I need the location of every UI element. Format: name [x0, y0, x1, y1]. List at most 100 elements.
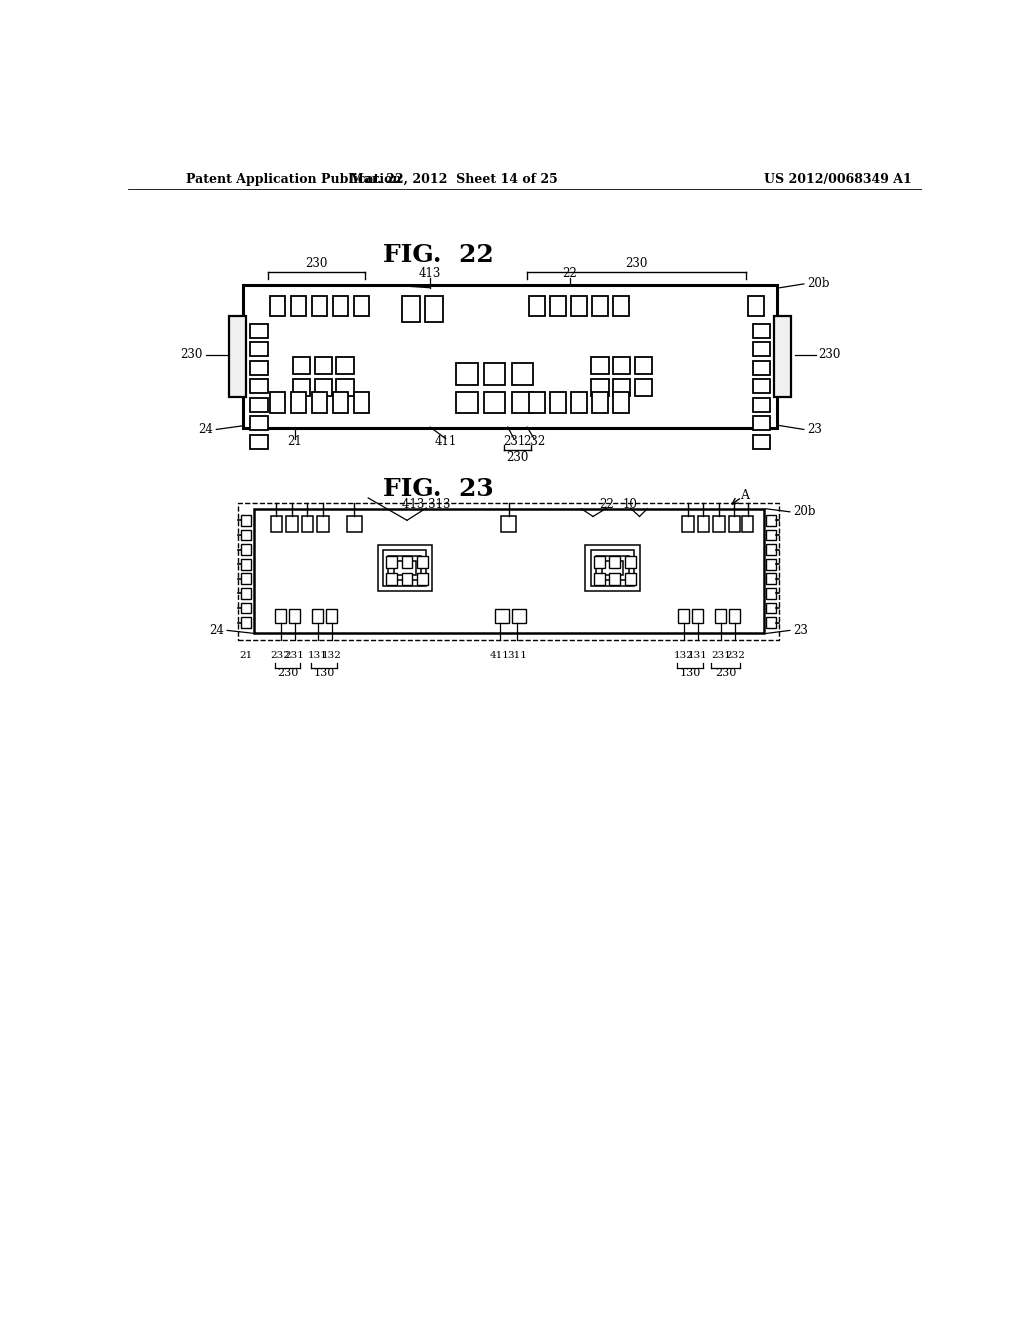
- Bar: [729, 516, 740, 532]
- Bar: [550, 296, 566, 317]
- Text: 20b: 20b: [807, 277, 829, 290]
- Bar: [275, 609, 286, 623]
- Text: 21: 21: [240, 651, 253, 660]
- Text: 230: 230: [626, 256, 648, 269]
- Bar: [550, 392, 566, 412]
- Bar: [766, 573, 776, 585]
- Bar: [383, 550, 426, 586]
- Bar: [753, 323, 770, 338]
- Bar: [241, 558, 251, 570]
- Text: 411: 411: [434, 436, 457, 449]
- Text: 130: 130: [313, 668, 335, 677]
- Text: 131: 131: [688, 651, 708, 660]
- Bar: [753, 416, 770, 430]
- Bar: [697, 516, 710, 532]
- Bar: [713, 516, 725, 532]
- Bar: [483, 363, 506, 385]
- Bar: [586, 545, 640, 591]
- Bar: [748, 296, 764, 317]
- Bar: [592, 379, 608, 396]
- Bar: [293, 356, 310, 374]
- Bar: [286, 516, 298, 532]
- Bar: [270, 392, 286, 412]
- Bar: [270, 296, 286, 317]
- Text: 413 313: 413 313: [402, 499, 451, 511]
- Bar: [302, 516, 313, 532]
- Text: 231: 231: [503, 436, 525, 449]
- Text: FIG.  22: FIG. 22: [383, 243, 494, 267]
- Bar: [333, 296, 348, 317]
- Bar: [594, 573, 604, 585]
- Bar: [592, 356, 608, 374]
- Bar: [592, 392, 607, 412]
- Bar: [596, 556, 629, 581]
- Bar: [251, 379, 267, 393]
- Text: 230: 230: [715, 668, 736, 677]
- Text: Patent Application Publication: Patent Application Publication: [186, 173, 401, 186]
- Bar: [635, 356, 652, 374]
- Bar: [613, 379, 630, 396]
- Text: 231: 231: [711, 651, 731, 660]
- Bar: [291, 296, 306, 317]
- Text: 132: 132: [322, 651, 342, 660]
- Bar: [766, 544, 776, 554]
- Bar: [241, 573, 251, 585]
- Bar: [592, 296, 607, 317]
- Bar: [401, 573, 413, 585]
- Text: US 2012/0068349 A1: US 2012/0068349 A1: [764, 173, 911, 186]
- Bar: [251, 397, 267, 412]
- Bar: [238, 503, 779, 640]
- Text: 232: 232: [270, 651, 291, 660]
- Bar: [753, 397, 770, 412]
- Text: 232: 232: [523, 436, 545, 449]
- Bar: [327, 609, 337, 623]
- Bar: [635, 379, 652, 396]
- Text: 22: 22: [562, 268, 578, 280]
- Bar: [228, 317, 246, 397]
- Bar: [716, 609, 726, 623]
- Bar: [678, 609, 689, 623]
- Text: 230: 230: [305, 256, 328, 269]
- Bar: [241, 544, 251, 554]
- Bar: [311, 296, 328, 317]
- Bar: [417, 556, 428, 568]
- Bar: [613, 296, 629, 317]
- Text: 131: 131: [308, 651, 328, 660]
- Bar: [613, 356, 630, 374]
- Bar: [388, 556, 421, 581]
- Bar: [512, 609, 525, 623]
- Bar: [529, 392, 545, 412]
- Text: 232: 232: [725, 651, 744, 660]
- Text: 21: 21: [288, 436, 302, 449]
- Bar: [251, 434, 267, 449]
- Text: 23: 23: [807, 422, 822, 436]
- Bar: [766, 618, 776, 628]
- Bar: [417, 573, 428, 585]
- Bar: [591, 550, 634, 586]
- Bar: [609, 573, 621, 585]
- Bar: [682, 516, 693, 532]
- Bar: [378, 545, 432, 591]
- Bar: [766, 558, 776, 570]
- Bar: [241, 618, 251, 628]
- Bar: [241, 603, 251, 614]
- Bar: [241, 589, 251, 599]
- Bar: [251, 342, 267, 356]
- Bar: [753, 342, 770, 356]
- Text: 231: 231: [285, 651, 304, 660]
- Text: 10: 10: [623, 499, 638, 511]
- Bar: [483, 392, 506, 412]
- Bar: [741, 516, 754, 532]
- Bar: [317, 516, 329, 532]
- Bar: [337, 379, 353, 396]
- Bar: [243, 285, 777, 428]
- Text: 130: 130: [679, 668, 700, 677]
- Bar: [501, 516, 516, 532]
- Bar: [241, 515, 251, 525]
- Text: 230: 230: [180, 348, 203, 362]
- Text: 24: 24: [199, 422, 213, 436]
- Bar: [401, 296, 420, 322]
- Text: Mar. 22, 2012  Sheet 14 of 25: Mar. 22, 2012 Sheet 14 of 25: [349, 173, 557, 186]
- Bar: [401, 556, 413, 568]
- Bar: [312, 609, 324, 623]
